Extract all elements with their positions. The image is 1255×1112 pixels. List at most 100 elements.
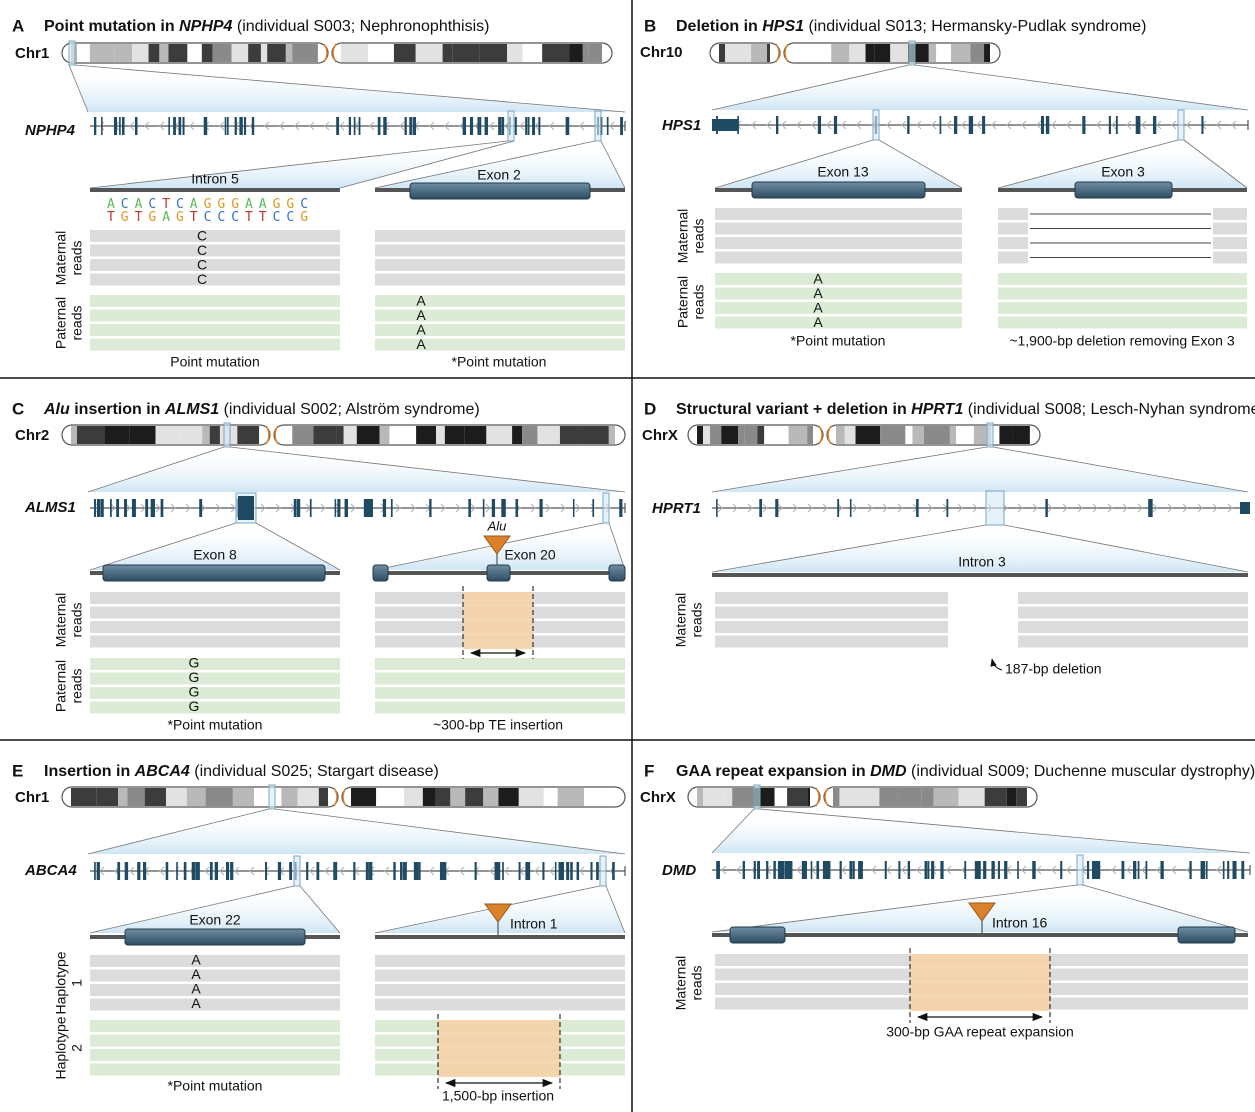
- exon-box: [103, 565, 325, 581]
- read-label: Maternalreads: [53, 231, 85, 285]
- read: [375, 274, 625, 286]
- exon: [409, 117, 412, 135]
- exon: [492, 499, 495, 517]
- chromosome-band: [512, 426, 522, 444]
- variant-base: C: [197, 271, 207, 287]
- chromosome-band: [319, 788, 328, 806]
- exon: [166, 862, 168, 880]
- caption: *Point mutation: [791, 333, 886, 349]
- exon: [393, 862, 395, 880]
- read: [998, 223, 1028, 235]
- read: [715, 636, 948, 648]
- read-label: Maternalreads: [675, 209, 707, 263]
- exon: [405, 862, 407, 880]
- read-label-line: reads: [691, 218, 707, 253]
- read: [1018, 621, 1248, 633]
- exon-box: [730, 927, 785, 943]
- exon: [443, 862, 446, 880]
- chromosome-band: [725, 44, 751, 62]
- exon: [573, 499, 575, 517]
- chromosome-band: [890, 44, 908, 62]
- exon: [1240, 502, 1250, 514]
- zoom-region: [88, 447, 625, 492]
- exon: [192, 862, 195, 880]
- exon: [124, 499, 127, 517]
- exon: [367, 499, 369, 517]
- nucleotide: T: [190, 210, 198, 225]
- nucleotide: C: [231, 210, 239, 225]
- chromosome-band: [519, 788, 532, 806]
- region-label: Exon 22: [189, 912, 241, 928]
- chromosome-label: Chr2: [15, 427, 49, 444]
- exon: [525, 117, 527, 135]
- exon: [349, 117, 351, 135]
- variant-base: A: [191, 995, 201, 1011]
- region-label: Intron 3: [958, 554, 1006, 570]
- read: [90, 687, 340, 699]
- chromosome-band: [313, 426, 336, 444]
- exon: [970, 116, 973, 134]
- panel-title: Deletion in HPS1 (individual S013; Herma…: [676, 18, 1146, 35]
- zoom-box: [1178, 110, 1184, 140]
- zoom-box: [595, 111, 601, 141]
- read-label-line: reads: [69, 668, 85, 703]
- chromosome-band: [132, 44, 148, 62]
- chromosome-band: [443, 44, 453, 62]
- chromosome-band: [823, 44, 831, 62]
- exon: [818, 116, 821, 134]
- chromosome-band: [210, 426, 220, 444]
- chromosome-band: [532, 788, 544, 806]
- exon: [566, 117, 569, 135]
- zoom-box: [294, 856, 300, 886]
- read: [715, 223, 962, 235]
- variant-base: A: [813, 314, 823, 330]
- exon: [1094, 861, 1097, 879]
- exon: [265, 862, 267, 880]
- chromosome-band: [232, 44, 249, 62]
- chromosome-band: [145, 788, 166, 806]
- nucleotide: C: [217, 210, 225, 225]
- read: [1213, 223, 1247, 235]
- chromosome-band: [836, 426, 845, 444]
- exon: [898, 861, 900, 879]
- exon: [982, 116, 985, 134]
- chromosome-band: [724, 788, 732, 806]
- exon: [1146, 861, 1148, 879]
- zoom-box: [508, 111, 514, 141]
- read: [715, 621, 948, 633]
- chromosome-band: [118, 788, 127, 806]
- nucleotide: C: [286, 210, 294, 225]
- read: [998, 288, 1247, 300]
- chromosome-band: [436, 788, 451, 806]
- exon: [345, 499, 348, 517]
- exon: [1121, 861, 1124, 879]
- chromosome-band: [732, 788, 754, 806]
- exon: [908, 861, 910, 879]
- read: [90, 259, 340, 271]
- chromosome-band: [507, 44, 522, 62]
- zoom-region: [712, 809, 1250, 853]
- exon: [527, 862, 530, 880]
- chromosome-band: [202, 44, 213, 62]
- read: [998, 252, 1028, 264]
- read: [998, 208, 1028, 220]
- chromosome-band: [959, 788, 985, 806]
- chromosome-band: [703, 788, 724, 806]
- exon: [252, 117, 254, 135]
- chromosome-band: [831, 44, 849, 62]
- exon: [414, 862, 417, 880]
- exon-box: [609, 565, 625, 581]
- read-label: Maternalreads: [673, 956, 705, 1010]
- exon-box: [752, 182, 925, 198]
- chromosome-label: ChrX: [640, 789, 676, 806]
- read: [1018, 607, 1248, 619]
- exon: [1233, 861, 1236, 879]
- exon: [470, 117, 473, 135]
- exon: [1109, 116, 1111, 134]
- chromosome-band: [1016, 788, 1027, 806]
- read: [715, 252, 962, 264]
- read-label-line: Maternal: [675, 209, 691, 263]
- panel-title: Insertion in ABCA4 (individual S025; Sta…: [44, 763, 439, 780]
- exon: [592, 499, 594, 517]
- exon: [116, 499, 119, 517]
